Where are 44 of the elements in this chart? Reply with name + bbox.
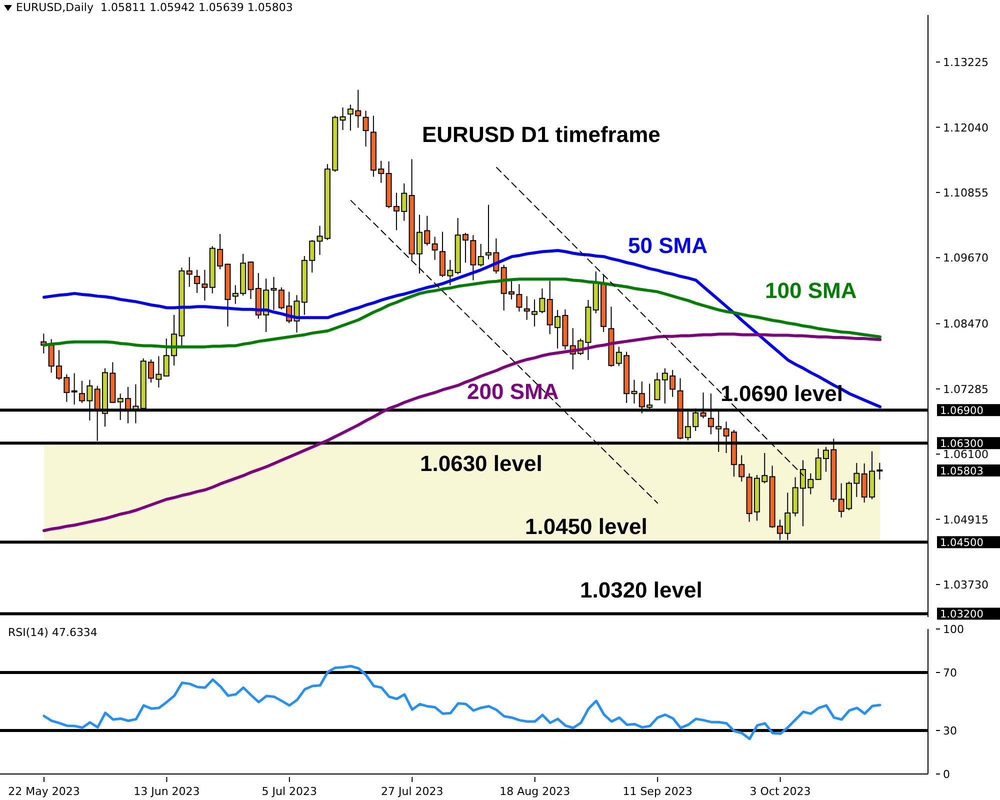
x-tick-label: 13 Jun 2023 [134, 785, 200, 798]
line-series [42, 332, 882, 532]
ref-line-label: 1.0320 level [580, 578, 702, 603]
chart-title: EURUSD,Daily 1.05811 1.05942 1.05639 1.05803 [16, 1, 293, 14]
y-tick-label: 1.06300 [940, 438, 984, 450]
candlestick [362, 110, 369, 148]
y-tick-label: 1.13225 [943, 56, 988, 70]
candlestick [654, 372, 660, 401]
y-tick-label: 1.09670 [943, 252, 988, 265]
y-tick-label: 30 [943, 724, 957, 738]
candlestick [478, 243, 484, 267]
series-label: 50 SMA [628, 233, 708, 258]
x-tick-label: 22 May 2023 [8, 785, 80, 798]
y-tick-label: 1.04915 [943, 513, 988, 526]
series-label: 100 SMA [765, 278, 857, 303]
y-tick-label: 1.08470 [943, 318, 988, 331]
y-tick-label: 1.10855 [943, 186, 988, 200]
chart-title: RSI(14) 47.6334 [8, 626, 98, 639]
x-tick-label: 5 Jul 2023 [262, 785, 318, 798]
candlestick [186, 256, 192, 288]
candlestick [71, 372, 78, 406]
y-tick-label: 0 [943, 768, 950, 781]
ref-line-label: 1.0450 level [525, 514, 648, 540]
y-tick-label: 1.03730 [943, 578, 988, 592]
x-tick-label: 18 Aug 2023 [500, 785, 570, 798]
x-tick-label: 3 Oct 2023 [750, 785, 811, 798]
y-tick-label: 1.06900 [940, 405, 984, 418]
x-tick-label: 11 Sep 2023 [622, 785, 692, 798]
candlestick [340, 106, 346, 131]
y-tick-label: 1.12040 [943, 121, 988, 134]
y-tick-label: 1.07285 [943, 382, 988, 396]
ref-line-label: 1.0690 level [720, 381, 843, 406]
y-tick-label: 1.04500 [940, 537, 984, 550]
ref-line-label: 1.0630 level [420, 451, 542, 476]
line-series [42, 664, 882, 740]
y-tick-label: 1.06100 [943, 448, 988, 462]
y-tick-label: 1.05803 [940, 465, 984, 478]
x-tick-label: 27 Jul 2023 [381, 785, 444, 798]
candlestick [432, 236, 438, 260]
y-tick-label: 70 [943, 666, 957, 680]
y-tick-label: 100 [943, 623, 964, 636]
y-tick-label: 1.03200 [940, 608, 984, 621]
annotation: EURUSD D1 timeframe [422, 122, 660, 147]
series-label: 200 SMA [467, 379, 559, 404]
